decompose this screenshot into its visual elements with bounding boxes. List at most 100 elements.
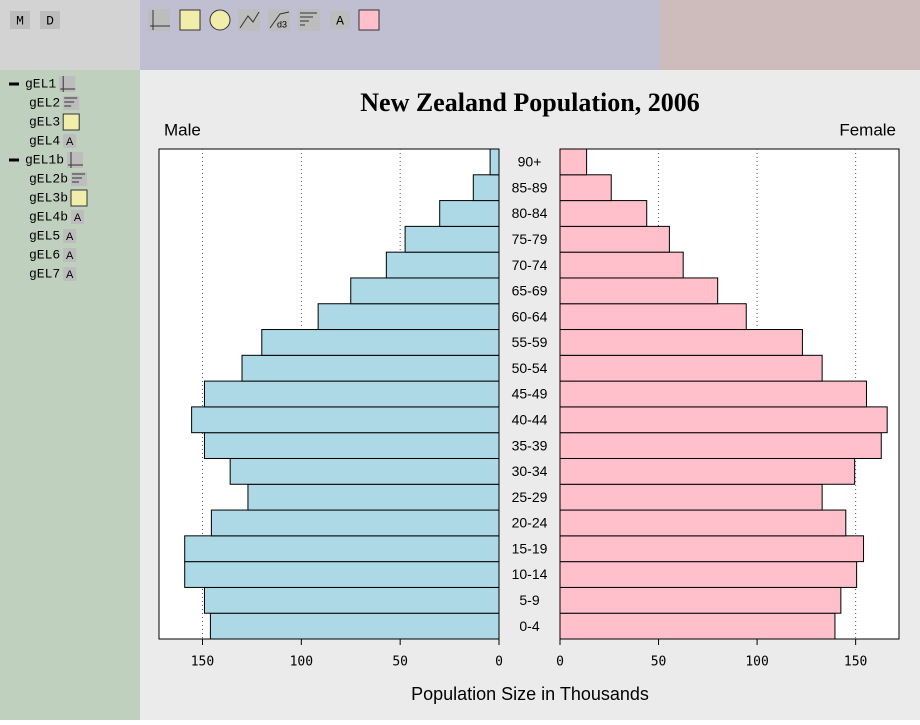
x-axis-label: Population Size in Thousands bbox=[411, 684, 649, 704]
bar bbox=[559, 612, 836, 640]
badge-label: A bbox=[66, 136, 74, 148]
tool-axis[interactable] bbox=[148, 9, 170, 31]
category-label: 45-49 bbox=[512, 386, 548, 402]
tool-color[interactable] bbox=[358, 9, 380, 31]
icon-rect bbox=[62, 113, 80, 131]
tree-label[interactable]: gEL3 bbox=[29, 114, 60, 129]
x-tick-label: 50 bbox=[392, 655, 408, 670]
badge bbox=[71, 210, 84, 224]
bar bbox=[559, 406, 888, 434]
collapse-toggle[interactable] bbox=[9, 82, 19, 86]
badge bbox=[63, 229, 77, 243]
category-label: 60-64 bbox=[512, 308, 548, 324]
tree-label[interactable]: gEL4 bbox=[29, 133, 60, 148]
icon-sort bbox=[64, 97, 78, 107]
tree-label[interactable]: gEL6 bbox=[29, 247, 60, 262]
category-label: 50-54 bbox=[512, 360, 548, 376]
category-label: 0-4 bbox=[519, 618, 539, 634]
chart: New Zealand Population, 2006 Male Female 0 0… bbox=[158, 88, 900, 704]
bar bbox=[559, 303, 747, 331]
bar bbox=[261, 329, 500, 356]
bar bbox=[385, 251, 500, 279]
bar bbox=[559, 586, 842, 614]
bar bbox=[317, 303, 500, 331]
series-label: Female bbox=[839, 120, 896, 139]
tree-label[interactable]: gEL2b bbox=[29, 171, 68, 186]
icon-axis bbox=[68, 152, 83, 168]
bar bbox=[229, 457, 500, 485]
category-label: 80-84 bbox=[512, 205, 548, 221]
tree-label[interactable]: gEL5 bbox=[29, 228, 60, 243]
bar bbox=[559, 277, 719, 305]
bar bbox=[247, 483, 500, 511]
icon-bg bbox=[59, 76, 76, 92]
tree-label[interactable]: gEL2 bbox=[29, 95, 60, 110]
bar bbox=[559, 561, 858, 588]
tree-label[interactable]: gEL1 bbox=[25, 76, 56, 91]
bar bbox=[559, 251, 684, 279]
tool-d3[interactable]: d3 bbox=[268, 9, 290, 31]
bar bbox=[559, 225, 670, 253]
bar bbox=[184, 535, 500, 563]
bar bbox=[472, 174, 500, 202]
tool-text-label[interactable]: A bbox=[336, 13, 344, 28]
bar bbox=[439, 200, 500, 227]
collapse-toggle[interactable] bbox=[9, 158, 19, 162]
bar bbox=[203, 380, 500, 408]
bar bbox=[559, 457, 856, 485]
tree-label[interactable]: gEL1b bbox=[25, 152, 64, 167]
icon-axis bbox=[60, 76, 76, 92]
bar bbox=[559, 354, 823, 382]
bar bbox=[489, 148, 500, 176]
series-label: Male bbox=[164, 120, 201, 139]
category-label: 65-69 bbox=[512, 283, 548, 299]
tree-label[interactable]: gEL3b bbox=[29, 190, 68, 205]
icon-bg bbox=[67, 152, 83, 168]
toolbar-right bbox=[660, 0, 920, 70]
button-label[interactable]: D bbox=[46, 13, 54, 28]
button[interactable] bbox=[10, 11, 30, 29]
category-label: 75-79 bbox=[512, 231, 548, 247]
tree-label[interactable]: gEL4b bbox=[29, 209, 68, 224]
bar bbox=[559, 200, 648, 227]
bar bbox=[559, 509, 847, 537]
toolbar-tools bbox=[140, 0, 660, 70]
sidebar bbox=[0, 70, 140, 720]
bar bbox=[559, 329, 803, 356]
bar bbox=[559, 174, 612, 202]
x-tick-label: 150 bbox=[844, 655, 867, 670]
bar bbox=[210, 509, 500, 537]
tool-circle[interactable] bbox=[209, 9, 231, 31]
category-label: 70-74 bbox=[512, 257, 548, 273]
bar bbox=[350, 277, 500, 305]
bar bbox=[241, 354, 500, 382]
tool-sort[interactable] bbox=[298, 9, 320, 31]
bar bbox=[203, 432, 500, 459]
svg-text:d3: d3 bbox=[277, 19, 287, 29]
toolbar-left bbox=[0, 0, 140, 70]
icon-rect bbox=[70, 189, 88, 207]
bar bbox=[191, 406, 500, 434]
tool-line[interactable] bbox=[238, 9, 260, 31]
button[interactable] bbox=[40, 11, 60, 29]
x-tick-label: 150 bbox=[191, 655, 214, 670]
badge bbox=[63, 134, 77, 148]
badge-label: A bbox=[66, 269, 74, 281]
category-label: 35-39 bbox=[512, 437, 548, 453]
badge-label: A bbox=[74, 212, 82, 224]
category-label: 85-89 bbox=[512, 179, 548, 195]
category-label: 55-59 bbox=[512, 334, 548, 350]
category-label: 25-29 bbox=[512, 489, 548, 505]
badge bbox=[63, 267, 77, 281]
button-label[interactable]: M bbox=[16, 13, 24, 28]
icon-sort bbox=[72, 173, 85, 183]
category-label: 40-44 bbox=[512, 411, 548, 427]
tree-label[interactable]: gEL7 bbox=[29, 266, 60, 281]
x-tick-label: 0 bbox=[556, 655, 564, 670]
bar bbox=[559, 148, 588, 176]
x-tick-label: 0 bbox=[495, 655, 503, 670]
tool-text[interactable] bbox=[330, 11, 350, 29]
tool-rect[interactable] bbox=[179, 9, 201, 31]
